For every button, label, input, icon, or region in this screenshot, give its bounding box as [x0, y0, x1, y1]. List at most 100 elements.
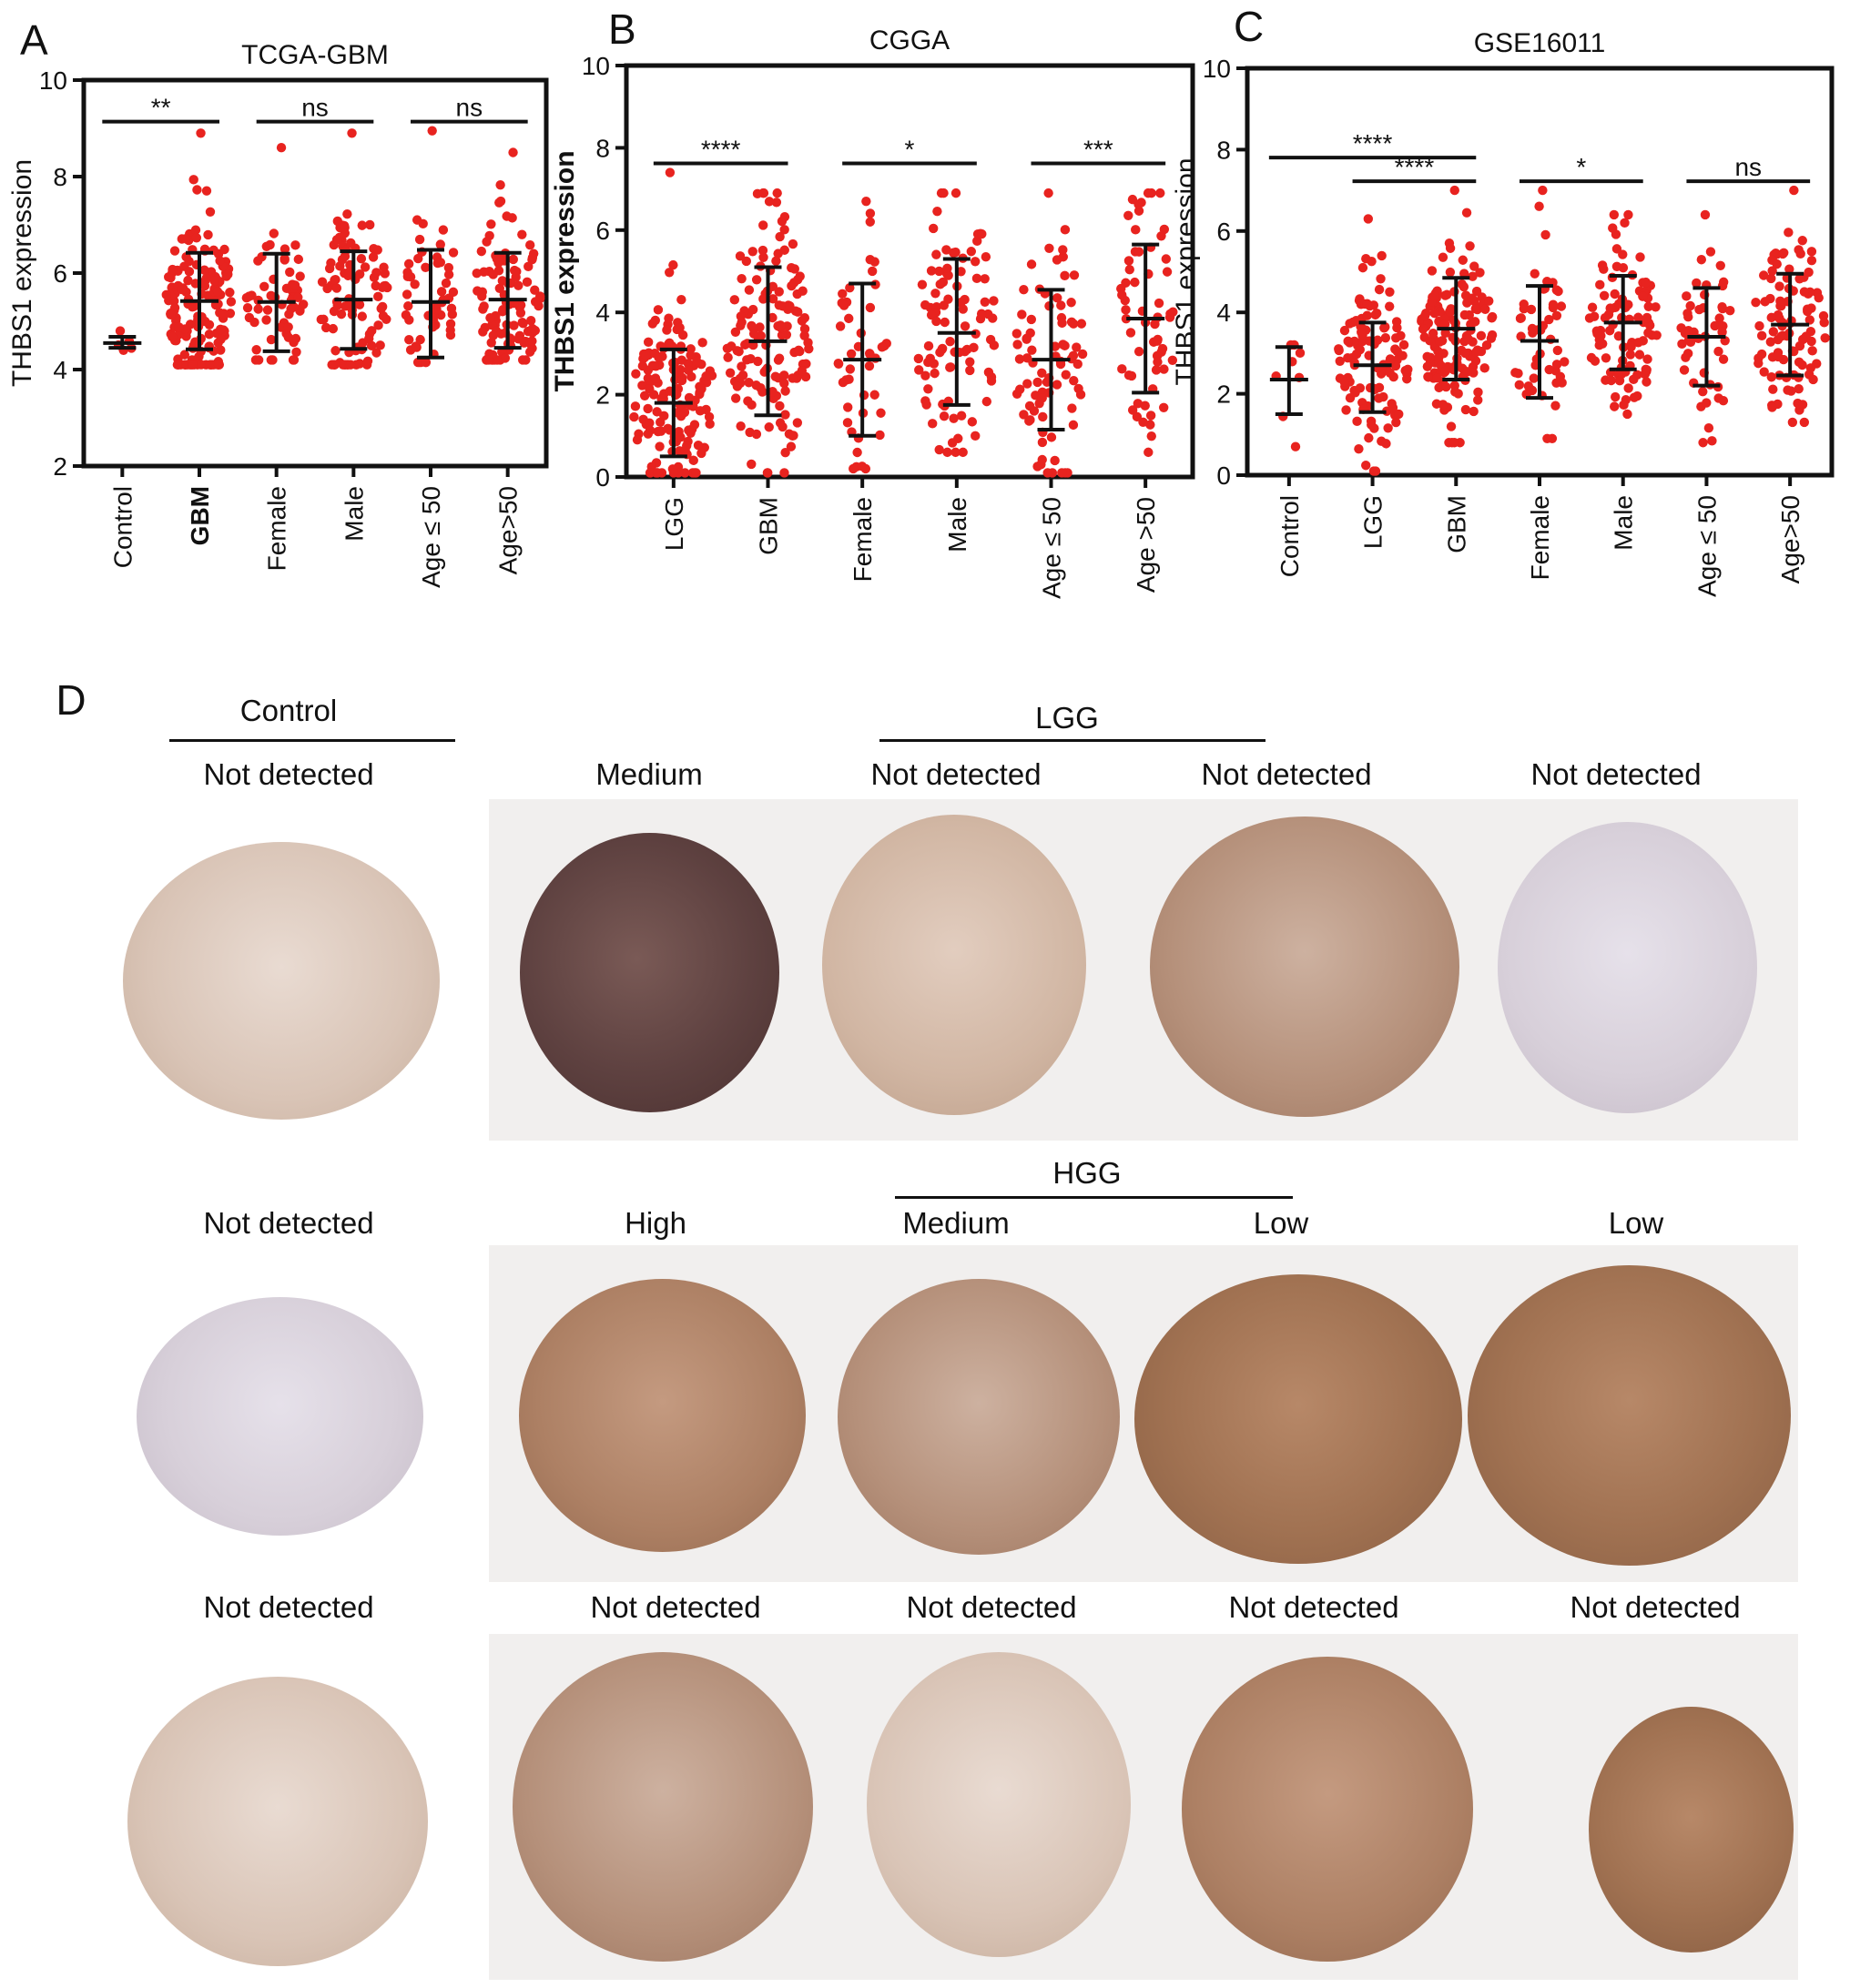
data-point-a-2-37	[266, 290, 276, 301]
data-point-c-3-40	[1523, 380, 1534, 391]
data-point-c-6-61	[1767, 402, 1777, 412]
data-point-c-3-48	[1551, 360, 1562, 370]
data-point-c-4-60	[1643, 328, 1653, 338]
ihc-label-r1-c3: Not detected	[870, 757, 1042, 791]
data-point-b-2-43	[877, 342, 888, 352]
data-point-b-3-64	[956, 411, 967, 421]
data-point-a-5-78	[518, 319, 528, 329]
data-point-b-0-101	[643, 337, 654, 348]
data-point-c-2-123	[1441, 381, 1451, 392]
data-point-a-5-100	[493, 258, 503, 269]
data-point-c-6-25	[1804, 315, 1815, 325]
data-point-b-5-53	[1117, 364, 1127, 374]
data-point-c-3-13	[1556, 301, 1567, 311]
data-point-a-5-72	[525, 315, 536, 326]
data-point-b-3-50	[969, 342, 979, 353]
data-point-c-2-119	[1460, 348, 1470, 359]
data-point-c-5-23	[1718, 395, 1729, 406]
data-point-c-5-46	[1718, 277, 1729, 288]
data-point-c-4-9	[1634, 350, 1645, 360]
y-tick-label-a-1: 4	[53, 356, 67, 384]
data-point-b-1-139	[748, 329, 759, 339]
data-point-b-1-55	[792, 418, 803, 428]
data-point-b-1-52	[757, 387, 767, 397]
data-point-b-3-83	[985, 334, 996, 345]
data-point-c-2-115	[1471, 286, 1482, 297]
data-point-c-2-134	[1429, 290, 1439, 300]
data-point-b-1-96	[801, 359, 811, 369]
ihc-label-r3-c5: Not detected	[1570, 1590, 1741, 1624]
data-point-c-1-21	[1391, 417, 1401, 428]
data-point-a-5-71	[482, 237, 492, 247]
data-point-a-1-157	[183, 275, 193, 286]
data-point-c-1-96	[1398, 350, 1408, 360]
data-point-c-1-10	[1380, 333, 1391, 343]
plot-frame-c	[1245, 66, 1835, 478]
data-point-a-2-57	[298, 299, 309, 309]
data-point-b-5-36	[1167, 355, 1178, 365]
data-point-b-0-118	[662, 325, 672, 335]
data-point-b-3-22	[949, 413, 959, 423]
data-point-a-1-23	[201, 273, 211, 283]
data-point-b-4-76	[1060, 225, 1071, 235]
data-point-a-1-152	[189, 301, 199, 311]
data-point-a-3-59	[328, 323, 339, 334]
data-point-a-2-38	[285, 267, 295, 278]
data-point-a-2-46	[283, 332, 294, 342]
data-point-b-1-27	[723, 352, 733, 362]
data-point-b-3-28	[980, 274, 990, 284]
data-point-b-1-36	[730, 393, 741, 403]
data-point-c-5-30	[1707, 436, 1717, 446]
data-point-c-4-80	[1606, 303, 1616, 314]
data-point-c-3-31	[1515, 313, 1526, 324]
data-point-c-2-102	[1445, 306, 1455, 317]
data-point-b-1-119	[736, 311, 747, 321]
data-point-b-1-83	[799, 330, 809, 341]
data-point-a-5-56	[486, 338, 496, 348]
data-point-c-5-15	[1713, 346, 1723, 357]
data-point-b-4-30	[1076, 319, 1087, 329]
data-point-c-2-47	[1459, 281, 1469, 292]
data-point-a-2-3	[242, 302, 253, 313]
data-point-b-1-123	[775, 231, 785, 242]
data-point-b-2-41	[845, 364, 856, 374]
data-point-a-5-88	[488, 330, 498, 340]
data-point-b-4-37	[1069, 270, 1080, 280]
data-point-b-0-92	[643, 403, 653, 414]
data-point-c-3-25	[1552, 345, 1563, 356]
data-point-a-5-52	[473, 286, 483, 296]
data-point-b-0-93	[686, 350, 696, 360]
data-point-a-4-36	[443, 269, 454, 279]
data-point-a-1-144	[219, 309, 229, 319]
y-tick-label-b-3: 6	[595, 217, 610, 245]
data-point-b-1-125	[779, 245, 789, 255]
data-point-c-1-25	[1370, 309, 1380, 320]
data-point-b-5-3	[1159, 364, 1169, 374]
data-point-c-1-62	[1374, 382, 1385, 393]
data-point-c-3-11	[1540, 229, 1550, 240]
ihc-core-r1-c2	[520, 833, 779, 1112]
data-point-a-1-155	[172, 360, 183, 370]
y-tick-label-a-2: 6	[53, 259, 67, 288]
data-point-b-3-55	[980, 297, 991, 308]
data-point-b-1-100	[774, 353, 785, 363]
data-point-b-5-26	[1133, 247, 1144, 257]
data-point-b-1-40	[729, 295, 740, 305]
data-point-a-2-16	[244, 312, 255, 323]
data-point-b-4-45	[1032, 462, 1042, 472]
data-point-a-1-57	[168, 264, 178, 275]
data-point-c-2-129	[1465, 241, 1475, 251]
data-point-c-2-121	[1445, 243, 1456, 253]
data-point-c-1-91	[1339, 325, 1350, 336]
data-point-b-1-126	[737, 361, 747, 371]
x-tick-label-a-5: Age>50	[494, 486, 523, 574]
data-point-b-0-136	[630, 401, 641, 411]
data-point-c-6-83	[1799, 287, 1810, 297]
data-point-b-5-28	[1121, 305, 1131, 315]
ihc-label-r3-c4: Not detected	[1228, 1590, 1399, 1624]
data-point-b-3-94	[917, 279, 928, 289]
ihc-label-r1-c1: Not detected	[203, 757, 374, 791]
data-point-b-0-40	[629, 411, 639, 422]
sig-label-b-1: *	[905, 136, 915, 164]
data-point-a-5-59	[495, 179, 505, 190]
